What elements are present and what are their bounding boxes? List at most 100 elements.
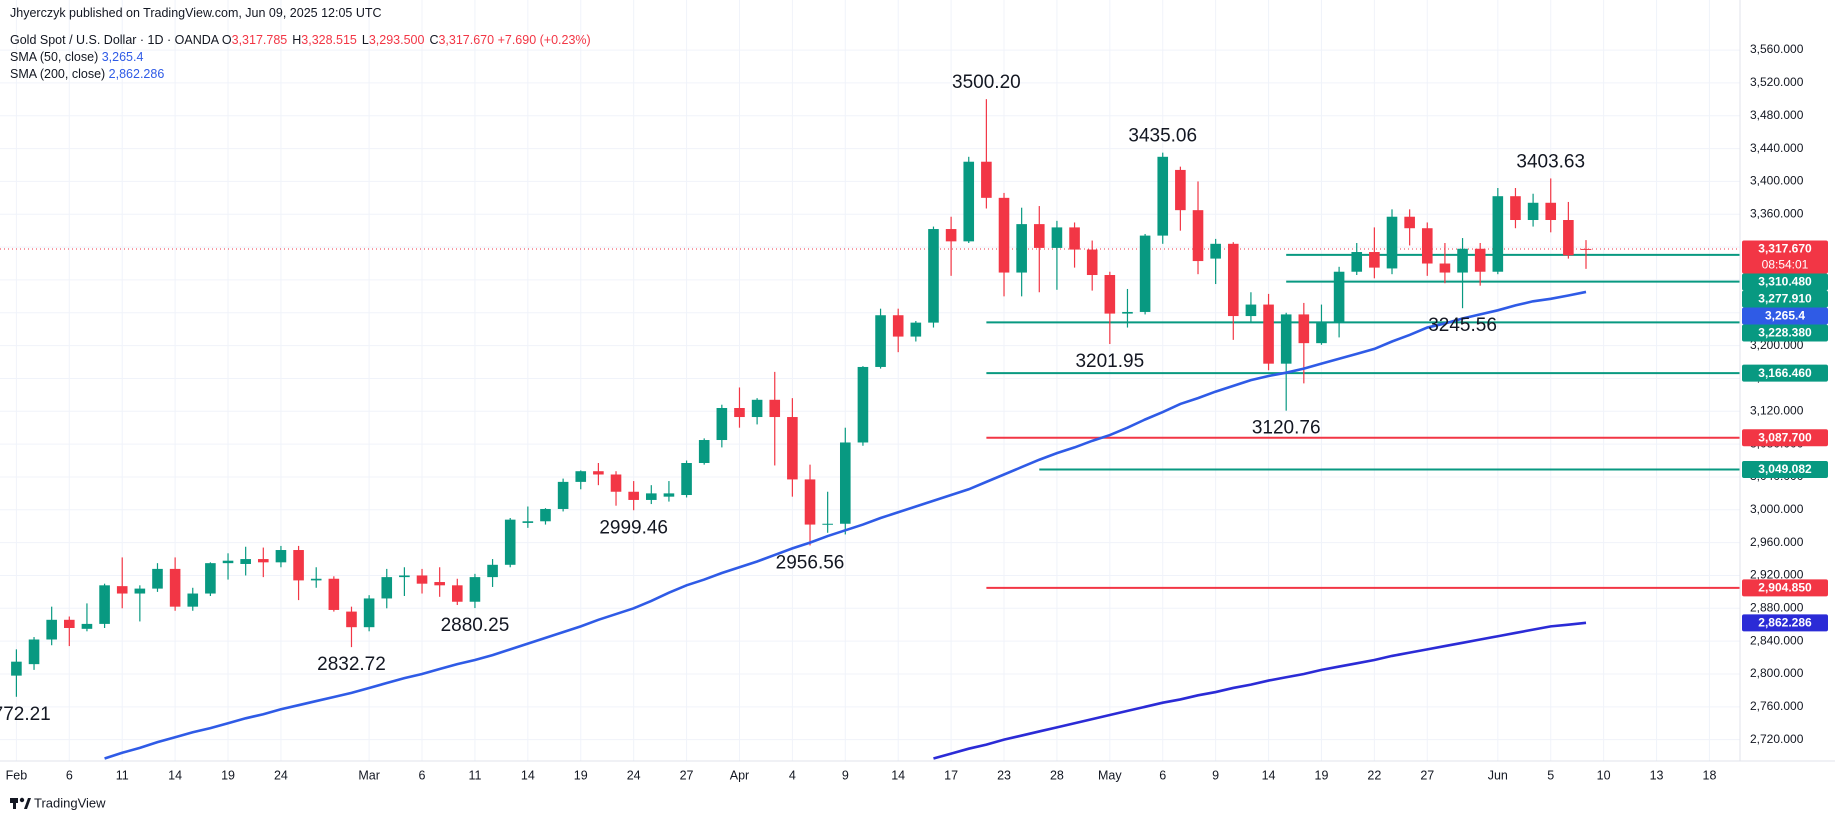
candle-body: [1386, 216, 1398, 269]
candle-body: [81, 623, 93, 629]
ohlc-value: 3,293.500: [368, 33, 425, 47]
series-value: 3,265.4: [101, 50, 144, 64]
y-tick-label: 2,840.000: [1750, 633, 1804, 647]
price-tag: 3,087.700: [1742, 429, 1828, 447]
x-tick-label: 9: [1212, 768, 1219, 782]
logo-shape: [13, 798, 16, 809]
candle-body: [787, 417, 798, 480]
price-tag-label: 3,228.380: [1758, 326, 1812, 340]
candle-body: [116, 586, 128, 594]
symbol: Gold Spot / U.S. Dollar · 1D · OANDA: [10, 33, 219, 47]
candle-body: [1157, 156, 1169, 236]
candle-body: [875, 315, 886, 367]
candle-body: [416, 575, 428, 584]
series-name: SMA (50, close): [10, 50, 99, 64]
candle-body: [681, 463, 692, 496]
price-tag-label: 3,310.480: [1758, 275, 1812, 289]
x-tick-label: 18: [1703, 768, 1717, 782]
legend-main: Gold Spot / U.S. Dollar · 1D · OANDA O3,…: [10, 33, 591, 47]
candle-body: [998, 197, 1010, 273]
candle-body: [628, 491, 639, 500]
ohlc-value: 3,317.670: [438, 33, 495, 47]
annotation: 2999.46: [599, 517, 668, 538]
price-tag-box: [1742, 290, 1828, 308]
y-tick-label: 3,520.000: [1750, 75, 1804, 89]
plot-area: [0, 99, 1740, 760]
countdown: 08:54:01: [1762, 258, 1809, 272]
annotation: 2772.21: [0, 704, 51, 725]
candle-body: [1545, 202, 1557, 221]
sma-line: [104, 290, 1587, 760]
x-tick-label: 10: [1597, 768, 1611, 782]
candle-body: [1369, 252, 1380, 268]
x-tick-label: 4: [789, 768, 796, 782]
change: +7.690 (+0.23%): [497, 33, 591, 47]
candle-body: [945, 229, 957, 242]
price-tag-label: 3,317.670: [1758, 242, 1812, 256]
annotation: 3120.76: [1252, 418, 1321, 439]
candle-body: [1510, 196, 1521, 221]
annotation: 2956.56: [776, 552, 845, 573]
candle-body: [1051, 227, 1063, 248]
x-tick-label: 24: [274, 768, 288, 782]
y-tick-label: 2,960.000: [1750, 535, 1804, 549]
candle-body: [1316, 321, 1327, 344]
candle-body: [716, 408, 728, 441]
ohlc-value: 3,317.785: [231, 33, 288, 47]
candle-body: [522, 521, 534, 523]
x-tick-label: 11: [468, 768, 481, 782]
ohlc-key: H: [292, 33, 302, 47]
brand-logo: TradingView: [10, 795, 106, 810]
x-tick-label: 22: [1367, 768, 1381, 782]
candle-body: [1580, 248, 1592, 250]
candle-body: [1280, 314, 1292, 364]
candle-body: [981, 161, 992, 198]
logo-shape: [24, 798, 31, 809]
annotation: 3500.20: [952, 72, 1021, 93]
candle-body: [222, 560, 234, 564]
legend-sma200: SMA (200, close) 2,862.286: [10, 67, 164, 81]
candle-body: [1016, 224, 1027, 273]
price-tag: 3,310.480: [1742, 273, 1828, 291]
candle-body: [1104, 275, 1116, 314]
x-tick-label: Jun: [1488, 768, 1508, 782]
y-tick-label: 2,920.000: [1750, 568, 1804, 582]
candle-body: [557, 481, 569, 509]
annotation: 2832.72: [317, 654, 386, 675]
candle-body: [1298, 314, 1310, 344]
candle-body: [804, 479, 816, 525]
price-tag-label: 3,087.700: [1758, 430, 1812, 444]
ohlc-key: C: [429, 33, 439, 47]
candle-body: [1245, 304, 1257, 317]
x-tick-label: 6: [66, 768, 73, 782]
candle-body: [346, 611, 357, 628]
ohlc-key: L: [361, 33, 369, 47]
candle-body: [1192, 210, 1204, 262]
candle-body: [258, 559, 269, 563]
price-tag-label: 3,277.910: [1758, 292, 1812, 306]
candle-body: [575, 471, 587, 482]
x-tick-label: 24: [627, 768, 641, 782]
candle-body: [469, 577, 481, 602]
y-tick-label: 2,800.000: [1750, 666, 1804, 680]
candle-body: [1527, 202, 1539, 221]
candle-body: [240, 559, 251, 564]
x-tick-label: Apr: [730, 768, 749, 782]
candle-body: [1457, 248, 1468, 273]
brand: TradingView: [34, 795, 106, 810]
candle-body: [1563, 220, 1574, 256]
candle-body: [1139, 235, 1151, 312]
candle-body: [46, 619, 57, 640]
x-tick-label: 19: [1315, 768, 1329, 782]
annotation: 3245.56: [1428, 315, 1497, 336]
x-tick-label: 13: [1650, 768, 1664, 782]
annotation: 3201.95: [1075, 351, 1144, 372]
price-tag-label: 2,904.850: [1758, 581, 1812, 595]
price-tag-box: [1742, 307, 1828, 325]
candle-body: [751, 399, 763, 418]
candle-body: [1122, 311, 1133, 314]
price-tag-label: 2,862.286: [1758, 616, 1812, 630]
y-tick-label: 3,560.000: [1750, 42, 1804, 56]
price-tag-box: [1742, 579, 1828, 597]
y-tick-label: 2,880.000: [1750, 600, 1804, 614]
